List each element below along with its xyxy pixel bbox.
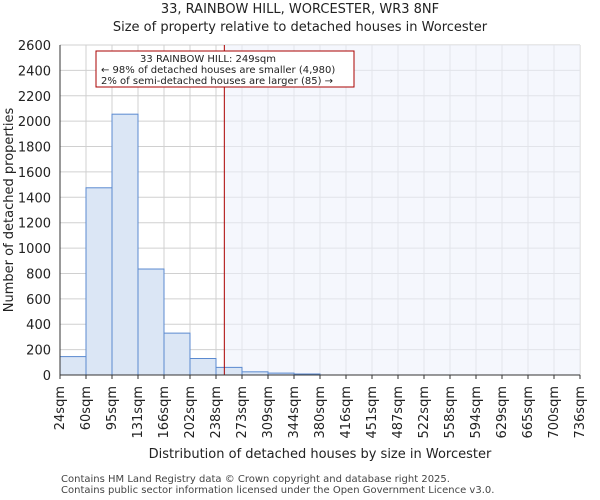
x-tick-label: 166sqm xyxy=(157,386,172,439)
footer-licence: Contains public sector information licen… xyxy=(61,485,495,496)
annotation-box: 33 RAINBOW HILL: 249sqm ← 98% of detache… xyxy=(95,50,355,88)
x-tick-label: 558sqm xyxy=(443,386,458,439)
larger-properties-shade xyxy=(224,45,580,375)
y-tick-label: 2400 xyxy=(18,64,51,79)
y-tick-labels: 0 200 400 600 800 1000 1200 1400 1600 1800 2000 220… xyxy=(18,39,51,384)
histogram-bar xyxy=(215,366,243,376)
y-tick-label: 1800 xyxy=(18,141,51,156)
chart-title-address: 33, RAINBOW HILL, WORCESTER, WR3 8NF xyxy=(160,2,440,17)
y-tick-label: 1000 xyxy=(18,242,51,257)
y-tick-label: 600 xyxy=(26,293,51,308)
x-tick-label: 95sqm xyxy=(105,386,120,430)
histogram-bar xyxy=(163,332,191,376)
histogram-bar xyxy=(137,268,165,376)
x-axis-label: Distribution of detached houses by size … xyxy=(149,447,492,462)
x-tick-label: 238sqm xyxy=(209,386,224,439)
y-tick-label: 1400 xyxy=(18,191,51,206)
y-tick-label: 2200 xyxy=(18,90,51,105)
x-tick-label: 665sqm xyxy=(521,386,536,439)
x-tick-label: 451sqm xyxy=(365,386,380,439)
histogram-bar xyxy=(59,356,87,376)
x-tick-label: 380sqm xyxy=(313,386,328,439)
bars xyxy=(59,113,321,376)
x-tick-label: 202sqm xyxy=(183,386,198,439)
y-tick-label: 1200 xyxy=(18,217,51,232)
y-tick-label: 400 xyxy=(26,318,51,333)
x-tick-label: 24sqm xyxy=(53,386,68,430)
x-tick-label: 131sqm xyxy=(131,386,146,439)
x-tick-label: 273sqm xyxy=(235,386,250,439)
y-tick-label: 2000 xyxy=(18,115,51,130)
x-tick-labels: 24sqm 60sqm 95sqm 131sqm 166sqm 202sqm 238sqm 2… xyxy=(53,375,588,439)
annotation-border xyxy=(95,50,355,88)
annotation-line-3: 2% of semi-detached houses are larger (8… xyxy=(101,76,333,87)
chart-title: Size of property relative to detached ho… xyxy=(112,20,488,35)
x-tick-label: 60sqm xyxy=(79,386,94,430)
annotation-line-1: 33 RAINBOW HILL: 249sqm xyxy=(140,54,276,65)
annotation-line-2: ← 98% of detached houses are smaller (4,… xyxy=(101,65,335,76)
x-tick-label: 594sqm xyxy=(469,386,484,439)
histogram-bar xyxy=(111,113,139,376)
y-tick-label: 0 xyxy=(43,369,51,384)
x-tick-label: 736sqm xyxy=(573,386,588,439)
y-tick-label: 1600 xyxy=(18,166,51,181)
y-tick-label: 2600 xyxy=(18,39,51,54)
x-tick-label: 487sqm xyxy=(391,386,406,439)
y-tick-label: 800 xyxy=(26,267,51,282)
x-tick-label: 416sqm xyxy=(339,386,354,439)
y-tick-label: 200 xyxy=(26,344,51,359)
x-tick-label: 522sqm xyxy=(417,386,432,439)
histogram-bar xyxy=(189,358,217,376)
x-tick-label: 629sqm xyxy=(495,386,510,439)
x-tick-label: 700sqm xyxy=(547,386,562,439)
histogram-bar xyxy=(85,187,113,376)
y-axis-label: Number of detached properties xyxy=(2,108,17,313)
footer-copyright: Contains HM Land Registry data © Crown c… xyxy=(61,474,450,485)
x-tick-label: 309sqm xyxy=(261,386,276,439)
x-tick-label: 344sqm xyxy=(287,386,302,439)
